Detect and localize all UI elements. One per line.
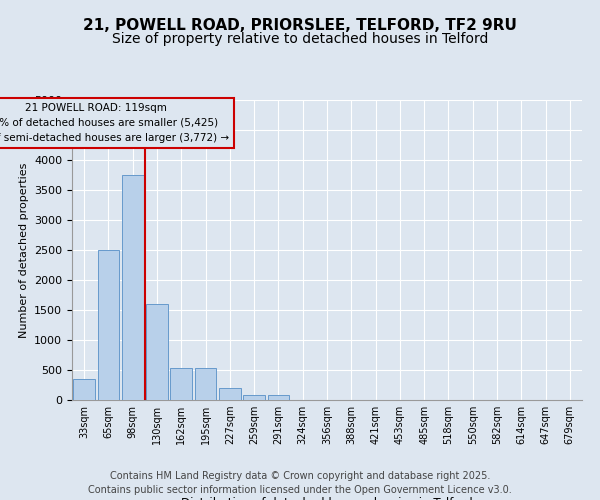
- Bar: [146, 304, 168, 400]
- Bar: [243, 395, 265, 400]
- Text: 21, POWELL ROAD, PRIORSLEE, TELFORD, TF2 9RU: 21, POWELL ROAD, PRIORSLEE, TELFORD, TF2…: [83, 18, 517, 32]
- X-axis label: Distribution of detached houses by size in Telford: Distribution of detached houses by size …: [181, 497, 473, 500]
- Bar: [268, 395, 289, 400]
- Bar: [170, 368, 192, 400]
- Bar: [73, 379, 95, 400]
- Text: 21 POWELL ROAD: 119sqm
← 58% of detached houses are smaller (5,425)
41% of semi-: 21 POWELL ROAD: 119sqm ← 58% of detached…: [0, 103, 229, 142]
- Text: Size of property relative to detached houses in Telford: Size of property relative to detached ho…: [112, 32, 488, 46]
- Bar: [219, 388, 241, 400]
- Y-axis label: Number of detached properties: Number of detached properties: [19, 162, 29, 338]
- Bar: [97, 250, 119, 400]
- Bar: [194, 368, 217, 400]
- Text: Contains HM Land Registry data © Crown copyright and database right 2025.
Contai: Contains HM Land Registry data © Crown c…: [88, 471, 512, 495]
- Bar: [122, 175, 143, 400]
